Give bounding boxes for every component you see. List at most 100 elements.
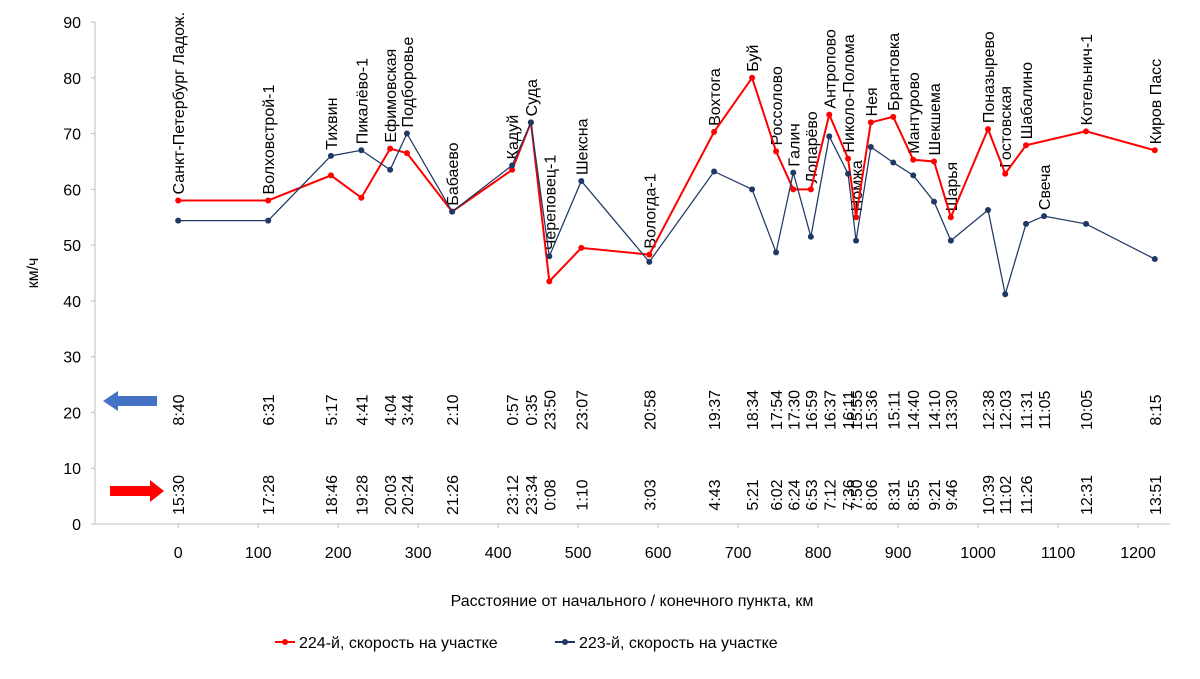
station-label: Вохтога	[707, 68, 724, 126]
station-label: Кадуй	[505, 115, 522, 160]
time-label: 12:03	[998, 390, 1015, 430]
time-label: 17:30	[786, 390, 803, 430]
station-label: Свеча	[1037, 165, 1054, 211]
series-point	[1002, 291, 1009, 298]
time-label: 9:21	[927, 479, 944, 510]
station-label: Волховстрой-1	[261, 85, 278, 195]
time-label: 6:53	[804, 479, 821, 510]
series-point	[1023, 220, 1030, 227]
time-label: 8:40	[171, 394, 188, 425]
series-point	[403, 150, 410, 157]
series-point	[175, 197, 182, 204]
y-tick-label: 30	[63, 350, 81, 367]
time-label: 23:34	[524, 475, 541, 515]
station-label: Котельнич-1	[1079, 34, 1096, 125]
series-point	[910, 156, 917, 163]
station-label: Мантурово	[906, 72, 923, 154]
series-point	[947, 214, 954, 221]
series-point	[1083, 128, 1090, 135]
time-label: 11:31	[1019, 390, 1036, 429]
series-point	[867, 119, 874, 126]
station-label: Брантовка	[886, 33, 903, 111]
series-point	[807, 186, 814, 193]
y-tick-label: 10	[63, 461, 81, 478]
time-label: 0:35	[524, 394, 541, 425]
y-tick-label: 50	[63, 238, 81, 255]
time-label: 5:21	[745, 479, 762, 510]
time-label: 4:04	[383, 394, 400, 425]
series-point	[947, 237, 954, 244]
time-label: 12:31	[1079, 475, 1096, 515]
station-label: Пикалёво-1	[354, 58, 371, 144]
time-label: 18:46	[324, 475, 341, 515]
station-label: Шабалино	[1019, 62, 1036, 139]
series-point	[773, 249, 780, 256]
time-label: 19:28	[354, 475, 371, 515]
time-label: 1:10	[574, 479, 591, 510]
time-label: 7:36	[841, 479, 858, 510]
time-label: 5:17	[324, 394, 341, 425]
y-axis-label: км/ч	[25, 258, 42, 289]
x-tick-label: 1000	[960, 545, 996, 562]
x-tick-label: 1100	[1041, 545, 1076, 562]
station-label: Бабаево	[445, 142, 462, 205]
station-label: Антропово	[822, 29, 839, 109]
time-label: 13:30	[944, 390, 961, 430]
time-label: 12:38	[981, 390, 998, 430]
series-point	[890, 159, 897, 166]
series-point	[890, 113, 897, 120]
legend-marker	[282, 639, 288, 645]
time-label: 20:24	[400, 475, 417, 515]
series-point	[265, 217, 272, 224]
station-label: Суда	[524, 79, 541, 116]
time-label: 14:40	[906, 390, 923, 430]
y-tick-label: 90	[63, 15, 81, 32]
legend-label: 224-й, скорость на участке	[299, 635, 498, 652]
series-point	[509, 162, 516, 169]
time-label: 23:07	[574, 390, 591, 430]
series-point	[985, 126, 992, 133]
time-label: 23:50	[542, 390, 559, 430]
station-label: Галич	[786, 123, 803, 166]
time-label: 16:37	[822, 390, 839, 430]
time-label: 14:10	[927, 390, 944, 430]
x-tick-label: 200	[325, 545, 352, 562]
station-label: Ефимовская	[383, 49, 400, 143]
series-point	[853, 214, 860, 221]
time-label: 16:59	[804, 390, 821, 430]
time-label: 21:26	[445, 475, 462, 515]
series-point	[910, 172, 917, 179]
time-label: 17:28	[261, 475, 278, 515]
series-point	[985, 206, 992, 213]
time-label: 9:46	[944, 479, 961, 510]
series-point	[358, 147, 365, 154]
time-label: 8:06	[864, 479, 881, 510]
series-point	[1151, 147, 1158, 154]
arrow-left	[103, 391, 157, 411]
station-label: Поназырево	[981, 31, 998, 123]
time-label: 15:30	[171, 475, 188, 515]
time-label: 17:54	[769, 390, 786, 430]
series-point	[790, 169, 797, 176]
series-point	[175, 217, 182, 224]
time-label: 2:10	[445, 394, 462, 425]
time-label: 23:12	[505, 475, 522, 515]
station-label: Шексна	[574, 118, 591, 175]
time-label: 6:24	[786, 479, 803, 510]
time-label: 20:58	[642, 390, 659, 430]
series-point	[546, 253, 553, 260]
time-label: 16:11	[841, 390, 858, 429]
station-label: Тихвин	[324, 98, 341, 150]
time-label: 18:34	[745, 390, 762, 430]
station-label: Нея	[864, 87, 881, 116]
time-label: 0:57	[505, 394, 522, 425]
x-tick-label: 800	[805, 545, 832, 562]
station-label: Киров Пасс	[1148, 59, 1165, 144]
series-point	[646, 251, 653, 258]
series-point	[265, 197, 272, 204]
time-label: 13:51	[1148, 475, 1165, 515]
station-label: Николо-Полома	[841, 34, 858, 152]
time-label: 7:12	[822, 479, 839, 510]
series-point	[1151, 256, 1158, 263]
